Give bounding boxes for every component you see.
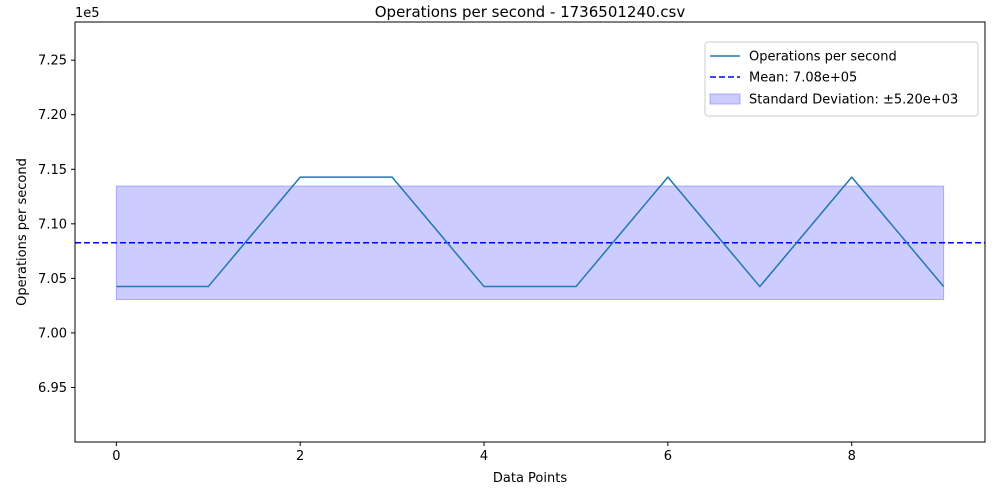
y-tick-label: 7.00 (38, 326, 67, 341)
series-line-0 (116, 176, 945, 288)
legend-std-label: Standard Deviation: ±5.20e+03 (749, 93, 958, 108)
y-tick-label: 7.25 (38, 54, 67, 69)
x-tick-label: 0 (112, 449, 120, 464)
x-axis-ticks: 0 2 4 6 8 (112, 442, 856, 464)
x-tick-label: 4 (480, 449, 488, 464)
plot-frame (74, 21, 986, 443)
y-tick-label: 7.05 (38, 272, 67, 287)
chart-title: Operations per second - 1736501240.csv (375, 3, 686, 21)
series-layer (116, 176, 945, 288)
legend-series-label: Operations per second (749, 50, 897, 65)
legend: Operations per second Mean: 7.08e+05 Sta… (704, 41, 979, 117)
legend-std-swatch (709, 93, 741, 105)
y-axis-ticks: 6.95 7.00 7.05 7.10 7.15 7.20 7.25 (38, 54, 75, 396)
legend-mean-label: Mean: 7.08e+05 (749, 71, 857, 86)
x-axis-label: Data Points (493, 471, 567, 486)
y-tick-label: 7.15 (38, 163, 67, 178)
y-tick-label: 6.95 (38, 381, 67, 396)
y-axis-label: Operations per second (15, 158, 30, 306)
y-offset-label: 1e5 (75, 6, 100, 21)
x-tick-label: 6 (664, 449, 672, 464)
y-tick-label: 7.10 (38, 217, 67, 232)
legend-box (704, 41, 979, 117)
x-tick-label: 2 (296, 449, 304, 464)
y-tick-label: 7.20 (38, 108, 67, 123)
x-tick-label: 8 (848, 449, 856, 464)
